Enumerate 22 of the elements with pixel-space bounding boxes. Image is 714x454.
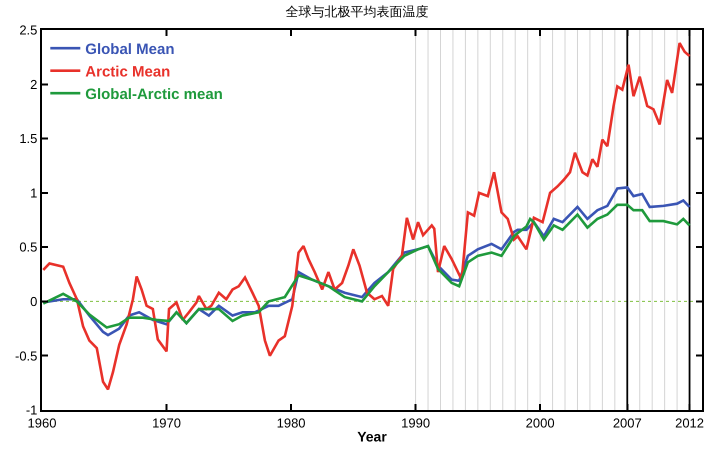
x-tick-label: 1980 (276, 416, 306, 431)
y-tick-label: 2 (30, 76, 38, 92)
y-tick-label: 2.5 (19, 22, 38, 38)
x-axis-title: Year (357, 428, 388, 444)
legend-label: Arctic Mean (85, 64, 170, 80)
x-tick-label: 1970 (152, 416, 181, 431)
y-tick-label: 0.5 (19, 240, 38, 255)
line-series (42, 42, 691, 391)
x-tick-label: 1960 (28, 416, 56, 431)
y-tick-label: 1 (30, 185, 38, 200)
y-tick-label: -1 (26, 402, 38, 418)
x-tick-label: 2007 (612, 416, 642, 431)
legend-label: Global Mean (85, 41, 174, 58)
x-tick-label: 2000 (526, 416, 555, 431)
chart-title: 全球与北极平均表面温度 (286, 4, 428, 19)
y-tick-label: 1.5 (19, 131, 38, 146)
line-series (42, 204, 691, 329)
y-tick-label: -0.5 (14, 348, 38, 364)
x-tick-label: 1990 (401, 416, 430, 431)
y-tick-label: 0 (30, 294, 38, 309)
x-tick-label: 2012 (675, 416, 704, 431)
legend-label: Global-Arctic mean (85, 86, 223, 103)
